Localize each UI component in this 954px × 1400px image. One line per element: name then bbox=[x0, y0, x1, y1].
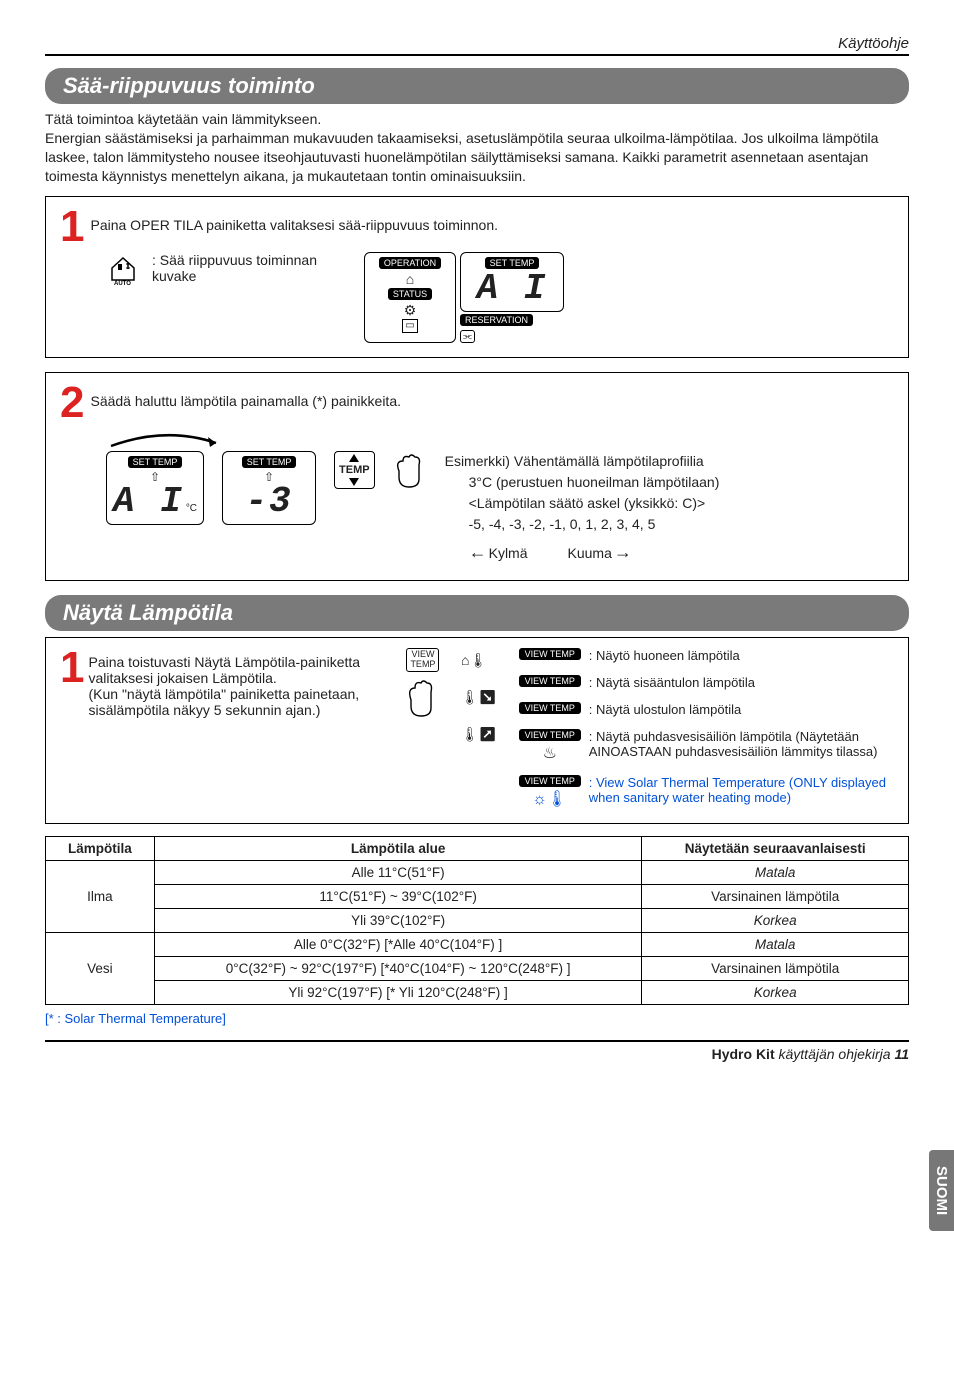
step1-text: Paina OPER TILA painiketta valitaksesi s… bbox=[90, 207, 498, 233]
chip-reservation: RESERVATION bbox=[460, 314, 533, 326]
hot-label: Kuuma bbox=[568, 545, 612, 561]
deg-c-icon: °C bbox=[186, 503, 197, 514]
temp-updown-button[interactable]: TEMP bbox=[334, 451, 375, 489]
th-1: Lämpötila bbox=[46, 836, 155, 860]
example-l3: -5, -4, -3, -2, -1, 0, 1, 2, 3, 4, 5 bbox=[445, 514, 720, 535]
table-cell: 11°C(51°F) ~ 39°C(102°F) bbox=[154, 884, 642, 908]
chip-status: STATUS bbox=[388, 288, 432, 300]
chip-viewtemp-2: VIEW TEMP bbox=[519, 675, 581, 687]
table-cell: Yli 92°C(197°F) [* Yli 120°C(248°F) ] bbox=[154, 980, 642, 1004]
solar-icon: ☼🌡 bbox=[532, 789, 567, 809]
arrow-right-icon: → bbox=[614, 542, 632, 562]
temperature-table: Lämpötila Lämpötila alue Näytetään seura… bbox=[45, 836, 909, 1005]
th-2: Lämpötila alue bbox=[154, 836, 642, 860]
triangle-up-icon bbox=[349, 454, 359, 462]
section-2-banner: Näytä Lämpötila bbox=[45, 595, 909, 631]
td-group-water: Vesi bbox=[46, 932, 155, 1004]
r5: : View Solar Thermal Temperature (ONLY d… bbox=[589, 775, 894, 805]
step2-example: Esimerkki) Vähentämällä lämpötilaprofiil… bbox=[445, 451, 720, 566]
step2-number: 2 bbox=[60, 383, 84, 423]
table-cell: 0°C(32°F) ~ 92°C(197°F) [*40°C(104°F) ~ … bbox=[154, 956, 642, 980]
lcd-a1: SET TEMP ⇧ A I °C bbox=[106, 451, 204, 525]
example-l1: 3°C (perustuen huoneilman lämpötilaan) bbox=[445, 472, 720, 493]
section-1-intro: Tätä toimintoa käytetään vain lämmitykse… bbox=[45, 110, 909, 186]
vt-number: 1 bbox=[60, 648, 84, 688]
inlet-therm-icon: 🌡↘ bbox=[461, 689, 497, 706]
step2-frame: 2 Säädä haluttu lämpötila painamalla (*)… bbox=[45, 372, 909, 581]
chip-viewtemp-5: VIEW TEMP bbox=[519, 775, 581, 787]
house-icon: ⌂ bbox=[406, 271, 414, 288]
r1: : Näytö huoneen lämpötila bbox=[589, 648, 740, 663]
example-l2: <Lämpötilan säätö askel (yksikkö: C)> bbox=[445, 493, 720, 514]
step1-frame: 1 Paina OPER TILA painiketta valitaksesi… bbox=[45, 196, 909, 359]
th-3: Näytetään seuraavanlaisesti bbox=[642, 836, 909, 860]
svg-text:AUTO: AUTO bbox=[114, 281, 131, 286]
table-cell: Korkea bbox=[642, 908, 909, 932]
triangle-down-icon bbox=[349, 478, 359, 486]
top-rule bbox=[45, 54, 909, 56]
chip-settemp-3: SET TEMP bbox=[242, 456, 297, 468]
step1-icon-label: : Sää riippuvuus toiminnan kuvake bbox=[152, 252, 332, 284]
table-cell: Matala bbox=[642, 932, 909, 956]
lcd-value-m3: -3 bbox=[245, 484, 292, 520]
footer: Hydro Kit käyttäjän ohjekirja 11 bbox=[45, 1040, 909, 1062]
table-footnote: [* : Solar Thermal Temperature] bbox=[45, 1011, 909, 1026]
table-cell: Alle 0°C(32°F) [*Alle 40°C(104°F) ] bbox=[154, 932, 642, 956]
r4: : Näytä puhdasvesisäiliön lämpötila (Näy… bbox=[589, 729, 894, 759]
lcd-display-1: OPERATION ⌂ STATUS ⚙ ▭ SET TEMP A I RESE… bbox=[364, 252, 564, 343]
house-therm-icon: ⌂🌡 bbox=[461, 652, 497, 669]
curved-arrow-icon bbox=[106, 431, 226, 451]
step2-text: Säädä haluttu lämpötila painamalla (*) p… bbox=[90, 383, 401, 409]
hand-press-icon bbox=[393, 451, 427, 497]
chip-settemp-2: SET TEMP bbox=[128, 456, 183, 468]
view-temp-button[interactable]: VIEW TEMP bbox=[406, 648, 439, 672]
table-cell: Matala bbox=[642, 860, 909, 884]
signal-icon: ⫘ bbox=[460, 330, 475, 343]
temp-button-label: TEMP bbox=[339, 464, 370, 476]
running-head: Käyttöohje bbox=[45, 35, 909, 52]
table-cell: Yli 39°C(102°F) bbox=[154, 908, 642, 932]
cold-label: Kylmä bbox=[489, 545, 528, 561]
td-group-air: Ilma bbox=[46, 860, 155, 932]
side-tab-suomi: SUOMI bbox=[929, 1150, 954, 1231]
lcd-value-a1b: A I bbox=[113, 484, 184, 520]
table-cell: Varsinainen lämpötila bbox=[642, 884, 909, 908]
lcd-value-a1: A I bbox=[477, 271, 548, 307]
footer-page-val: 11 bbox=[894, 1046, 909, 1062]
chip-viewtemp-4: VIEW TEMP bbox=[519, 729, 581, 741]
footer-text-val: käyttäjän ohjekirja bbox=[779, 1046, 891, 1062]
tank-heater-icon: ♨ bbox=[543, 743, 557, 763]
clock-icon: ▭ bbox=[402, 319, 417, 333]
r3: : Näytä ulostulon lämpötila bbox=[589, 702, 741, 717]
arrow-left-icon: ←Kylmä bbox=[469, 539, 528, 566]
gear-icon: ⚙ bbox=[404, 302, 417, 319]
lcd-minus3: SET TEMP ⇧ -3 bbox=[222, 451, 316, 525]
table-cell: Alle 11°C(51°F) bbox=[154, 860, 642, 884]
hand-press-icon-2 bbox=[403, 676, 443, 725]
outlet-therm-icon: 🌡↗ bbox=[461, 726, 497, 743]
chip-viewtemp-3: VIEW TEMP bbox=[519, 702, 581, 714]
section-1-banner: Sää-riippuvuus toiminto bbox=[45, 68, 909, 104]
table-cell: Korkea bbox=[642, 980, 909, 1004]
chip-viewtemp-1: VIEW TEMP bbox=[519, 648, 581, 660]
chip-operation: OPERATION bbox=[379, 257, 441, 269]
example-title: Esimerkki) Vähentämällä lämpötilaprofiil… bbox=[445, 451, 720, 472]
viewtemp-frame: 1 Paina toistuvasti Näytä Lämpötila-pain… bbox=[45, 637, 909, 824]
footer-brand: Hydro Kit bbox=[712, 1046, 775, 1062]
step2-arrow-row bbox=[106, 431, 894, 451]
r2: : Näytä sisääntulon lämpötila bbox=[589, 675, 755, 690]
vt-left-text: Paina toistuvasti Näytä Lämpötila-painik… bbox=[88, 648, 372, 718]
house-auto-icon: AUTO bbox=[106, 252, 140, 286]
table-cell: Varsinainen lämpötila bbox=[642, 956, 909, 980]
step1-number: 1 bbox=[60, 207, 84, 247]
